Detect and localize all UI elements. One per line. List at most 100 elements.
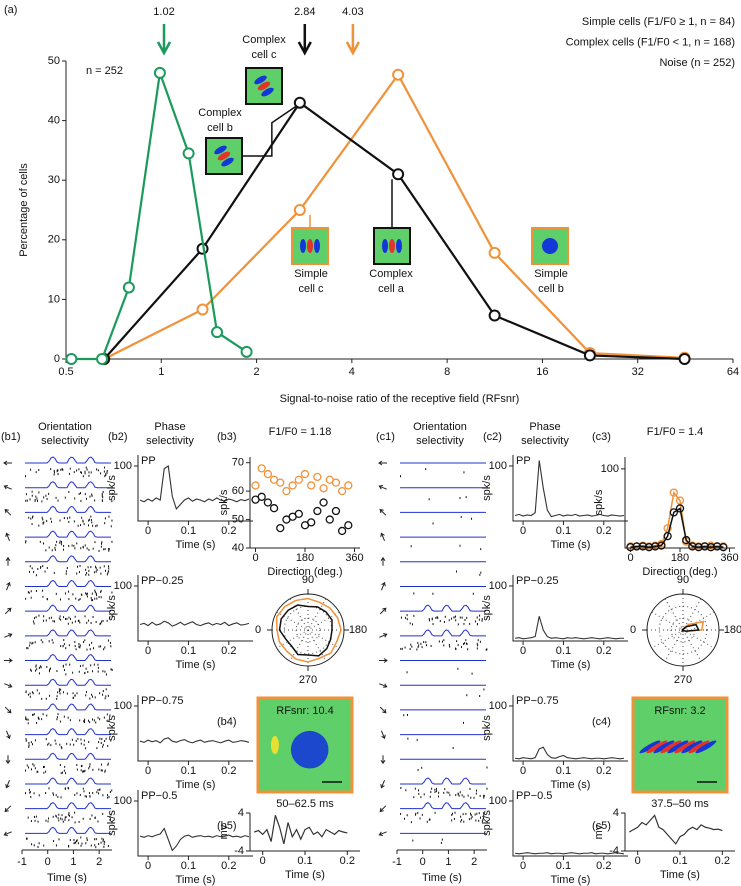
inset-label: cell b [207, 122, 233, 134]
inset-blob [382, 239, 388, 253]
spike [36, 770, 38, 773]
tuning-point [269, 504, 279, 513]
x-tick-label: 0.2 [221, 765, 236, 777]
tuning-point [694, 543, 703, 552]
spike [456, 570, 458, 573]
spike [483, 794, 485, 797]
spike [417, 768, 419, 771]
spike [50, 616, 52, 619]
spike [434, 791, 436, 794]
x-axis-label: Time (s) [47, 872, 87, 884]
spike [101, 541, 103, 544]
spike [74, 821, 76, 824]
tuning-point [663, 524, 672, 533]
spike [85, 795, 87, 798]
spike [105, 688, 107, 691]
spike [43, 542, 45, 545]
spike [89, 765, 91, 768]
spike [101, 620, 103, 623]
tuning-point [307, 481, 316, 490]
spike [41, 500, 43, 503]
spike [25, 769, 27, 772]
spike [412, 839, 414, 842]
x-tick-label: 2 [96, 856, 102, 868]
spike [75, 597, 77, 600]
spike [423, 641, 425, 644]
direction-arrow [380, 780, 385, 789]
spike [82, 787, 84, 790]
tuning-point [682, 535, 691, 545]
polar-ring [658, 605, 708, 655]
spike [95, 838, 97, 841]
spike [89, 763, 91, 766]
spike [95, 525, 97, 528]
y-tick-label: 100 [489, 795, 507, 807]
spike [457, 644, 459, 647]
direction-arrow [4, 706, 12, 714]
direction-arrow [378, 831, 387, 837]
spike [54, 620, 56, 623]
spike [37, 770, 39, 773]
spike [94, 838, 96, 841]
spike [43, 844, 45, 847]
spike [94, 541, 96, 544]
spike [57, 499, 59, 502]
spike [73, 520, 75, 523]
spike [104, 697, 106, 700]
spike [71, 621, 73, 624]
spike [32, 692, 34, 695]
psth-line [139, 827, 250, 852]
direction-arrow [3, 484, 12, 490]
spike [96, 747, 98, 750]
spike [91, 592, 93, 595]
spike [82, 817, 84, 820]
spike [407, 737, 409, 740]
spike [106, 719, 108, 722]
x-axis-label: Time (s) [660, 869, 700, 881]
spike [32, 713, 34, 716]
spike [42, 589, 44, 592]
spike [109, 791, 111, 794]
y-tick-label: 100 [489, 700, 507, 712]
polar-line [681, 620, 705, 633]
note: n = 252 [86, 65, 123, 77]
spike [105, 695, 107, 698]
x-axis-label: Time (s) [176, 539, 216, 551]
spike [28, 745, 30, 748]
subplot-name: PP [516, 455, 531, 467]
spike [85, 842, 87, 845]
spike [32, 641, 34, 644]
spike [88, 471, 90, 474]
spike [58, 617, 60, 620]
spike [106, 713, 108, 716]
spike [56, 718, 58, 721]
spike [32, 515, 34, 518]
spike [66, 692, 68, 695]
psth-trace [25, 456, 111, 464]
spike [483, 688, 485, 691]
x-tick-label: -1 [392, 856, 402, 868]
spike [63, 616, 65, 619]
x-tick-label: 0 [635, 855, 641, 867]
spike [474, 813, 476, 816]
spike [25, 716, 27, 719]
spike [72, 671, 74, 674]
spike [46, 497, 48, 500]
x-tick-label: 360 [720, 552, 738, 564]
spike [28, 742, 30, 745]
tuning-point [706, 543, 716, 552]
spike [434, 811, 436, 814]
spike [475, 620, 477, 623]
spike [38, 666, 40, 669]
spike [34, 739, 36, 742]
spike [38, 842, 40, 845]
spike [56, 695, 58, 698]
spike [34, 669, 36, 672]
polar-tick-label: 270 [674, 674, 692, 686]
spike [109, 617, 111, 620]
spike [428, 618, 430, 621]
inset-blob [389, 239, 395, 253]
rf-stripe [688, 740, 710, 754]
spike [77, 524, 79, 527]
spike [79, 597, 81, 600]
